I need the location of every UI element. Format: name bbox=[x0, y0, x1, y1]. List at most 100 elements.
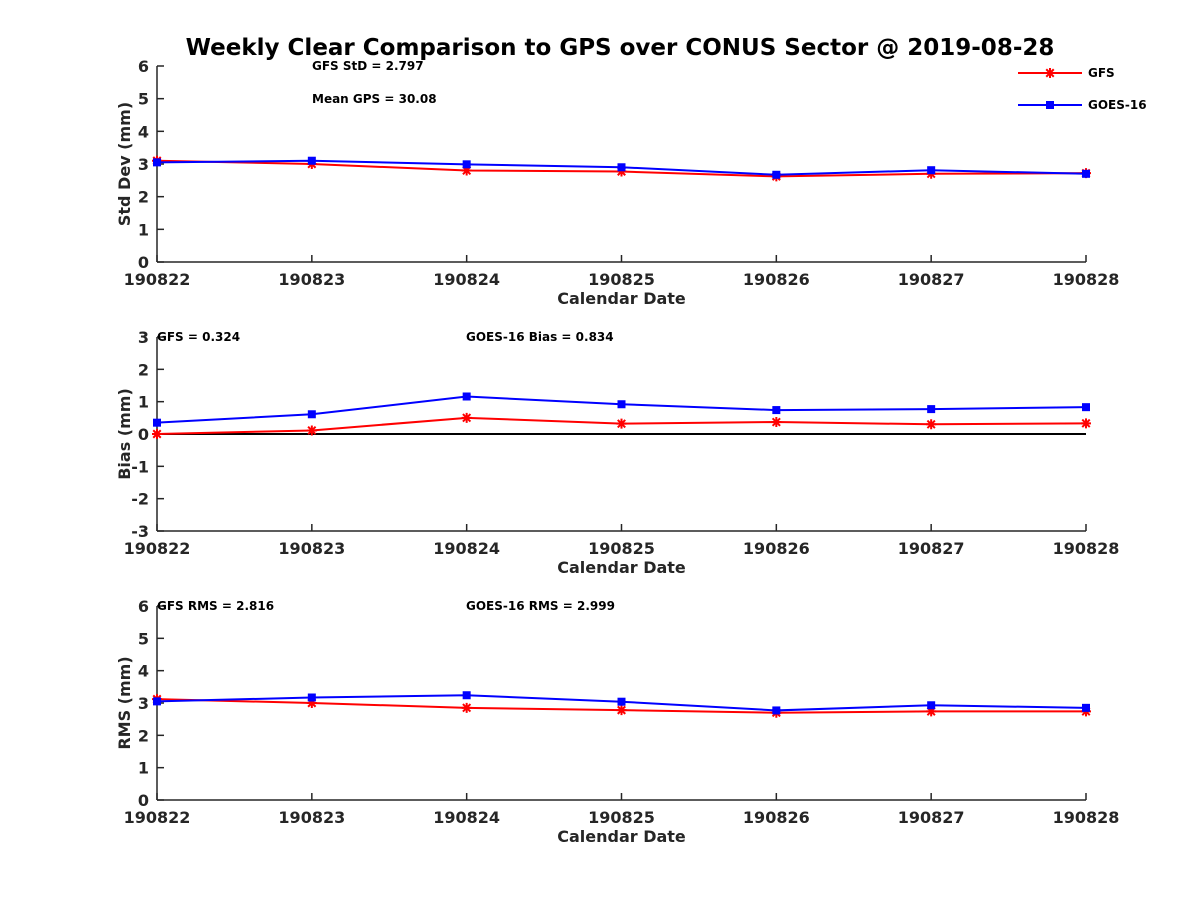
point-gfs bbox=[461, 702, 472, 713]
x-tick-label: 190825 bbox=[588, 808, 655, 827]
legend-marker bbox=[1046, 101, 1054, 109]
point-goes-16 bbox=[1082, 169, 1090, 178]
y-tick-label: 0 bbox=[138, 791, 149, 810]
x-tick-label: 190827 bbox=[898, 808, 965, 827]
y-tick-label: 6 bbox=[138, 57, 149, 76]
point-goes-16 bbox=[153, 697, 161, 706]
x-tick-label: 190828 bbox=[1053, 808, 1120, 827]
y-axis-label: Bias (mm) bbox=[115, 388, 134, 480]
x-tick-label: 190824 bbox=[433, 808, 500, 827]
point-goes-16 bbox=[153, 418, 161, 427]
point-gfs bbox=[771, 417, 782, 428]
panels: 190822 190823 190824 190825 190826 190827 1908… bbox=[115, 57, 1119, 846]
point-goes-16 bbox=[307, 410, 316, 419]
y-tick-label: 3 bbox=[138, 328, 149, 347]
point-gfs bbox=[306, 425, 317, 436]
y-tick-label: 1 bbox=[138, 759, 149, 778]
annotation: GOES-16 Bias = 0.834 bbox=[466, 330, 614, 344]
x-tick-label: 190825 bbox=[588, 270, 655, 289]
legend-label: GFS bbox=[1088, 66, 1115, 80]
y-tick-label: 4 bbox=[138, 662, 149, 681]
point-goes-16 bbox=[307, 693, 316, 702]
x-tick-label: 190826 bbox=[743, 270, 810, 289]
y-tick-label: 6 bbox=[138, 597, 149, 616]
y-axis-label: RMS (mm) bbox=[115, 656, 134, 749]
x-tick-label: 190824 bbox=[433, 270, 500, 289]
point-gfs bbox=[926, 419, 937, 430]
point-goes-16 bbox=[462, 392, 471, 401]
x-axis-label: Calendar Date bbox=[557, 558, 686, 577]
point-goes-16 bbox=[772, 170, 781, 179]
panel-bias: 190822 190823 190824 190825 190826 190827 1908… bbox=[115, 328, 1119, 577]
point-gfs bbox=[306, 698, 317, 708]
x-tick-label: 190826 bbox=[743, 539, 810, 558]
point-goes-16 bbox=[772, 406, 781, 415]
x-axis-label: Calendar Date bbox=[557, 827, 686, 846]
point-gfs bbox=[616, 705, 627, 716]
x-tick-label: 190822 bbox=[124, 808, 191, 827]
point-goes-16 bbox=[153, 158, 161, 167]
annotation: GFS RMS = 2.816 bbox=[157, 599, 274, 613]
y-tick-label: 0 bbox=[138, 253, 149, 272]
x-tick-label: 190822 bbox=[124, 270, 191, 289]
x-tick-label: 190825 bbox=[588, 539, 655, 558]
y-tick-label: -2 bbox=[131, 490, 149, 509]
legend-entry-gfs: GFS bbox=[1018, 66, 1115, 80]
panel-stddev: 190822 190823 190824 190825 190826 190827 1908… bbox=[115, 57, 1119, 308]
point-goes-16 bbox=[772, 706, 781, 715]
x-tick-label: 190824 bbox=[433, 539, 500, 558]
y-tick-label: 5 bbox=[138, 90, 149, 109]
point-gfs bbox=[926, 706, 937, 717]
point-goes-16 bbox=[307, 156, 316, 165]
x-tick-label: 190826 bbox=[743, 808, 810, 827]
point-gfs bbox=[1081, 418, 1091, 429]
x-tick-label: 190827 bbox=[898, 539, 965, 558]
annotation: Mean GPS = 30.08 bbox=[312, 92, 437, 106]
point-gfs bbox=[152, 429, 162, 439]
y-tick-label: -1 bbox=[131, 457, 149, 476]
panel-rms: 190822 190823 190824 190825 190826 190827 1908… bbox=[115, 597, 1119, 846]
legend-marker bbox=[1045, 68, 1055, 78]
point-goes-16 bbox=[462, 160, 471, 169]
annotation: GFS = 0.324 bbox=[157, 330, 240, 344]
x-tick-label: 190823 bbox=[278, 539, 345, 558]
annotation: GOES-16 RMS = 2.999 bbox=[466, 599, 615, 613]
x-tick-label: 190828 bbox=[1053, 539, 1120, 558]
x-tick-label: 190828 bbox=[1053, 270, 1120, 289]
y-tick-label: 4 bbox=[138, 122, 149, 141]
point-goes-16 bbox=[617, 697, 626, 706]
y-tick-label: 1 bbox=[138, 393, 149, 412]
y-tick-label: 3 bbox=[138, 694, 149, 713]
point-gfs bbox=[616, 166, 627, 177]
point-goes-16 bbox=[927, 405, 936, 414]
y-tick-label: 5 bbox=[138, 629, 149, 648]
point-goes-16 bbox=[617, 400, 626, 409]
y-tick-label: 2 bbox=[138, 188, 149, 207]
legend-entry-goes-16: GOES-16 bbox=[1018, 98, 1147, 112]
x-tick-label: 190827 bbox=[898, 270, 965, 289]
point-goes-16 bbox=[462, 691, 471, 700]
chart-title: Weekly Clear Comparison to GPS over CONU… bbox=[186, 35, 1055, 61]
point-goes-16 bbox=[1082, 703, 1090, 712]
y-tick-label: 2 bbox=[138, 726, 149, 745]
annotation: GFS StD = 2.797 bbox=[312, 59, 424, 73]
point-goes-16 bbox=[1082, 403, 1090, 412]
point-goes-16 bbox=[617, 163, 626, 172]
x-axis-label: Calendar Date bbox=[557, 289, 686, 308]
x-tick-label: 190822 bbox=[124, 539, 191, 558]
legend-label: GOES-16 bbox=[1088, 98, 1147, 112]
y-tick-label: 2 bbox=[138, 360, 149, 379]
y-axis-label: Std Dev (mm) bbox=[115, 102, 134, 226]
point-gfs bbox=[616, 418, 627, 429]
x-tick-label: 190823 bbox=[278, 270, 345, 289]
y-tick-label: -3 bbox=[131, 522, 149, 541]
y-tick-label: 0 bbox=[138, 425, 149, 444]
y-tick-label: 1 bbox=[138, 220, 149, 239]
point-gfs bbox=[461, 412, 472, 423]
legend: GFS GOES-16 bbox=[1018, 66, 1147, 112]
point-gfs bbox=[461, 165, 472, 176]
point-goes-16 bbox=[927, 166, 936, 175]
x-tick-label: 190823 bbox=[278, 808, 345, 827]
y-tick-label: 3 bbox=[138, 155, 149, 174]
